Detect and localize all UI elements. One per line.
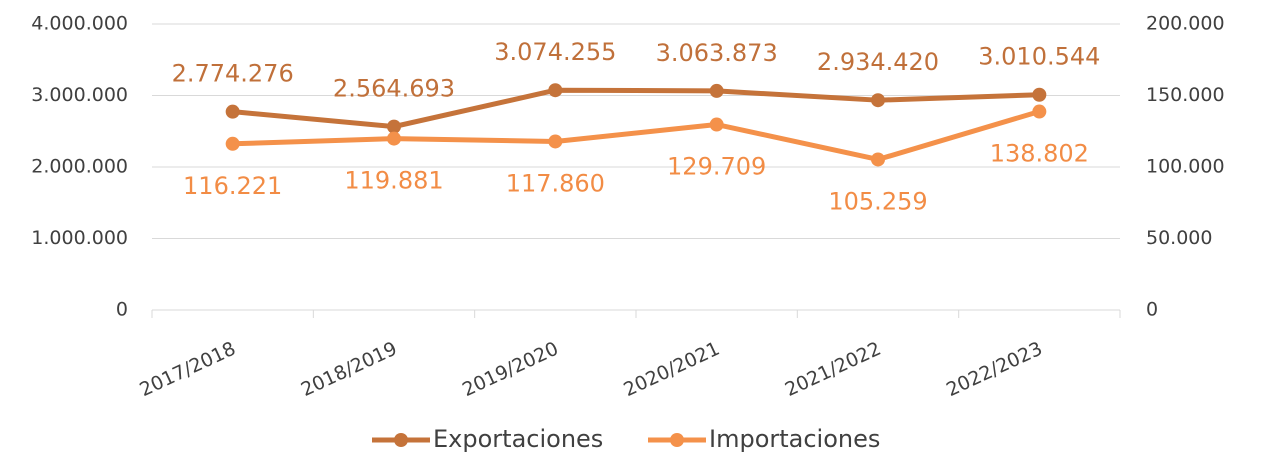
y2-tick-label: 0 bbox=[1146, 299, 1158, 321]
marker bbox=[1032, 104, 1047, 119]
x-tick-label: 2020/2021 bbox=[620, 338, 723, 402]
line bbox=[232, 109, 1041, 162]
line bbox=[232, 87, 1040, 130]
x-tick-label: 2021/2022 bbox=[782, 338, 885, 402]
marker bbox=[225, 136, 240, 151]
data-label: 119.881 bbox=[344, 167, 443, 195]
marker bbox=[387, 131, 401, 146]
marker bbox=[871, 93, 885, 108]
data-label: 116.221 bbox=[183, 172, 282, 200]
data-label: 3.074.255 bbox=[494, 38, 616, 66]
marker bbox=[871, 152, 885, 167]
data-label: 2.564.693 bbox=[333, 75, 455, 103]
data-label: 2.774.276 bbox=[172, 60, 294, 88]
y-tick-label: 3.000.000 bbox=[31, 84, 128, 106]
y-tick-label: 0 bbox=[116, 299, 128, 321]
marker bbox=[709, 117, 724, 132]
y2-tick-label: 50.000 bbox=[1146, 227, 1212, 249]
data-label: 138.802 bbox=[990, 140, 1089, 168]
legend-marker bbox=[670, 433, 684, 447]
x-tick-label: 2019/2020 bbox=[459, 338, 562, 402]
legend-label: Exportaciones bbox=[433, 425, 603, 453]
legend-label: Importaciones bbox=[709, 425, 880, 453]
data-label: 105.259 bbox=[828, 187, 927, 215]
marker bbox=[548, 134, 563, 149]
marker bbox=[387, 119, 401, 134]
y-tick-label: 2.000.000 bbox=[31, 156, 128, 178]
legend-marker bbox=[394, 433, 408, 447]
y-tick-label: 1.000.000 bbox=[31, 227, 128, 249]
data-label: 2.934.420 bbox=[817, 48, 939, 76]
y2-tick-label: 200.000 bbox=[1146, 13, 1225, 35]
data-label: 3.063.873 bbox=[656, 39, 778, 67]
y-tick-label: 4.000.000 bbox=[31, 13, 128, 35]
marker bbox=[1032, 87, 1047, 102]
y2-tick-label: 100.000 bbox=[1146, 156, 1225, 178]
x-tick-label: 2017/2018 bbox=[136, 338, 239, 402]
marker bbox=[709, 83, 724, 98]
x-tick-label: 2022/2023 bbox=[943, 338, 1046, 402]
data-label: 117.860 bbox=[506, 169, 605, 197]
marker bbox=[548, 83, 563, 98]
y2-tick-label: 150.000 bbox=[1146, 84, 1225, 106]
marker bbox=[225, 104, 240, 119]
data-label: 3.010.544 bbox=[978, 43, 1100, 71]
x-tick-label: 2018/2019 bbox=[298, 338, 401, 402]
data-label: 129.709 bbox=[667, 153, 766, 181]
